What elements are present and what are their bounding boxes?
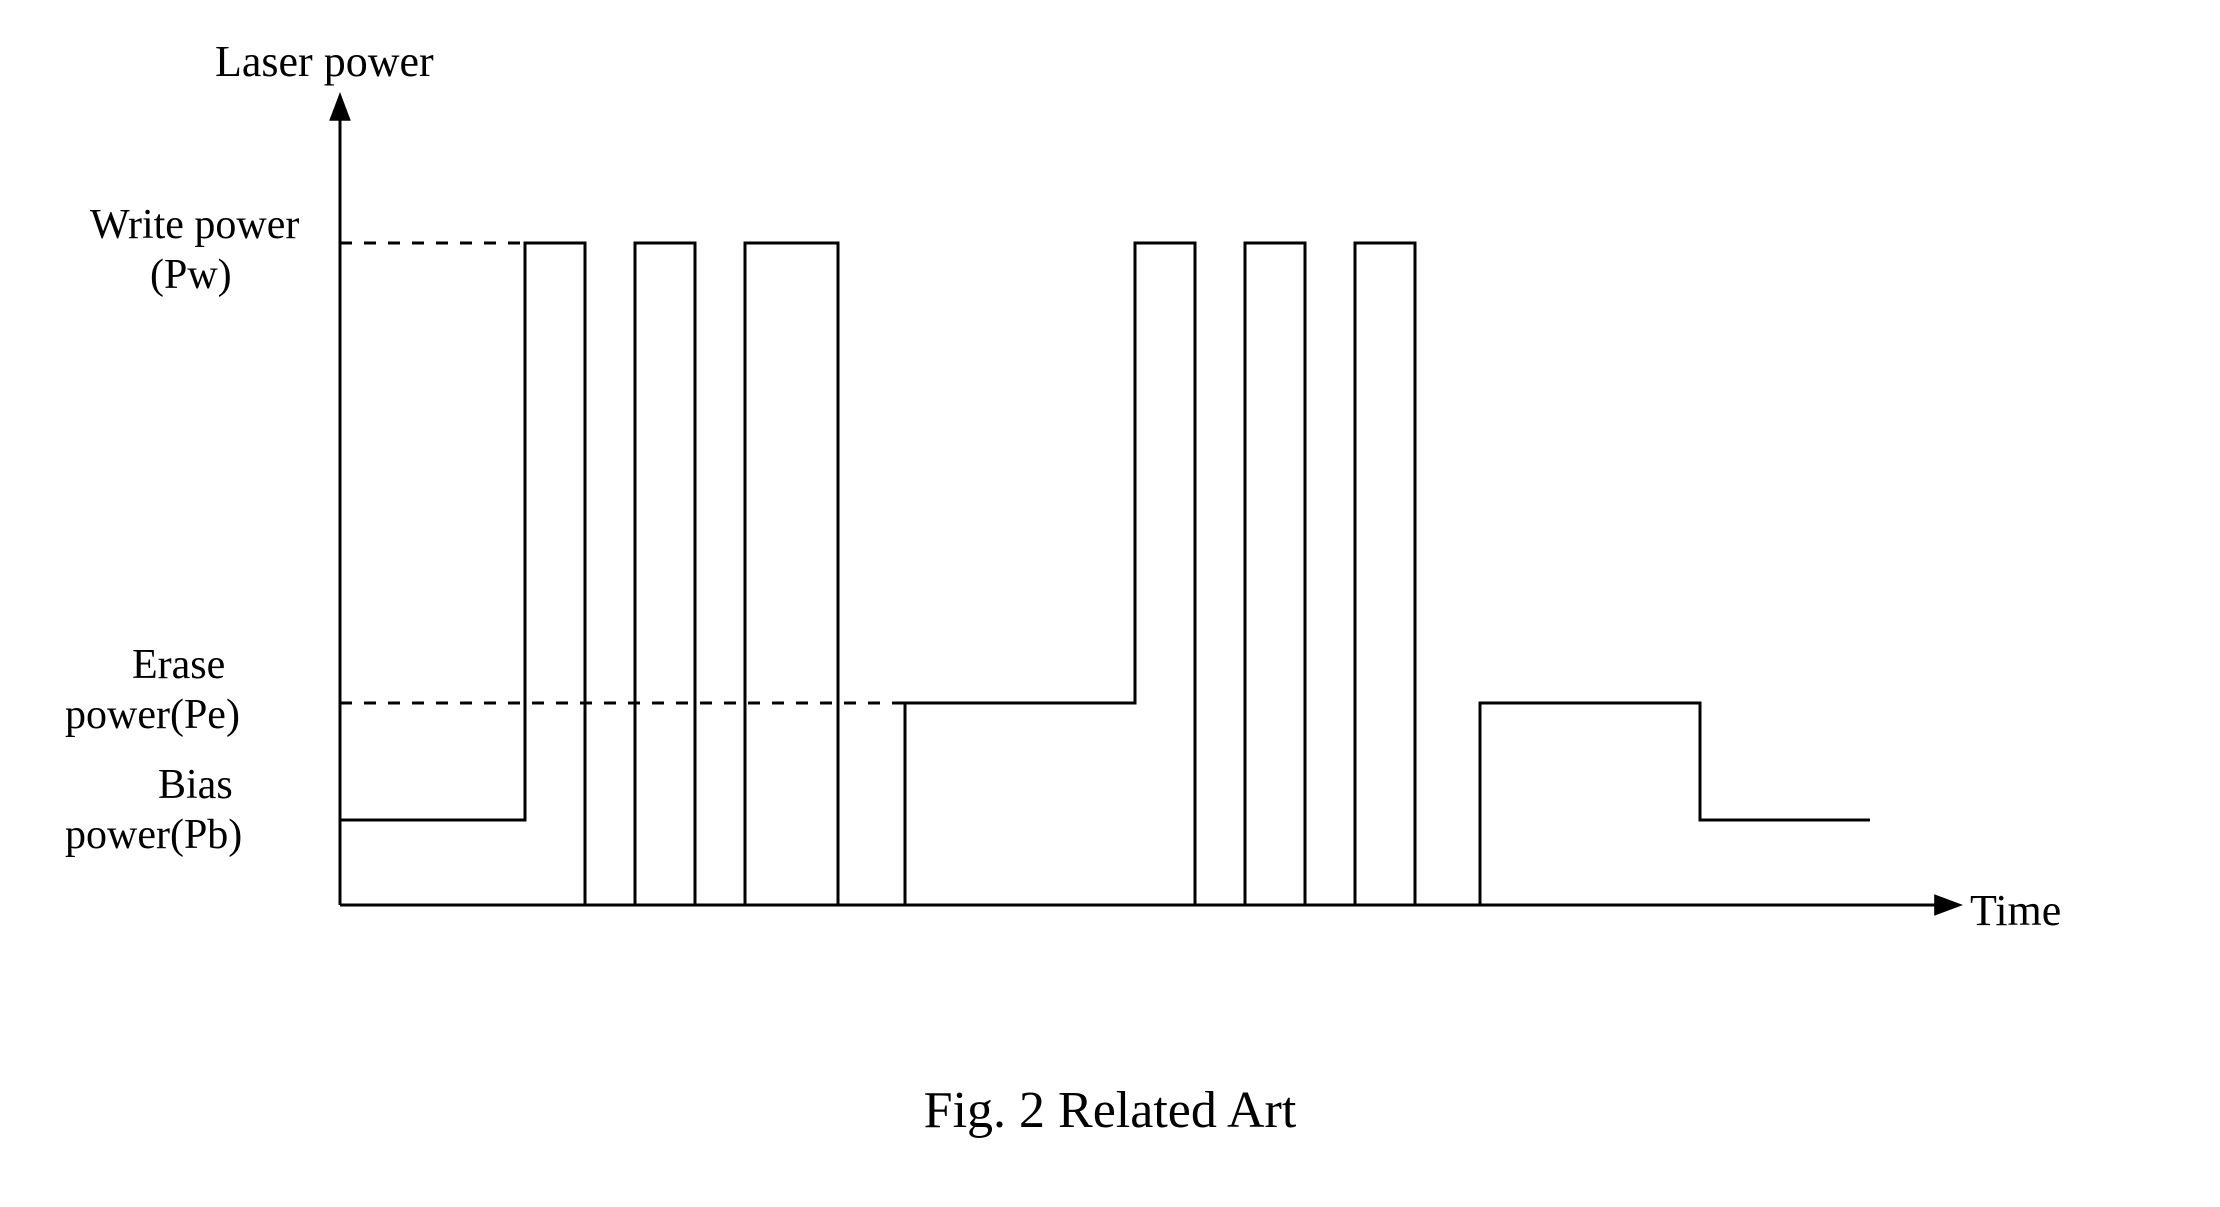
erase-power-label-line2: power(Pe): [65, 690, 240, 740]
erase-power-label-line1: Erase: [132, 640, 225, 690]
y-axis-arrow-icon: [329, 92, 351, 121]
write-power-label-line2: (Pw): [150, 250, 232, 300]
write-power-label-line1: Write power: [90, 200, 299, 250]
x-axis-label: Time: [1970, 885, 2061, 938]
bias-power-label-line2: power(Pb): [65, 810, 242, 860]
bias-power-label-line1: Bias: [158, 760, 233, 810]
diagram-canvas: Laser power Time Write power (Pw) Erase …: [0, 0, 2220, 1207]
y-axis-label: Laser power: [215, 36, 434, 89]
laser-power-waveform: [340, 243, 1870, 905]
x-axis-arrow-icon: [1934, 894, 1963, 916]
diagram-svg: [0, 0, 2220, 1207]
figure-caption: Fig. 2 Related Art: [0, 1080, 2220, 1142]
